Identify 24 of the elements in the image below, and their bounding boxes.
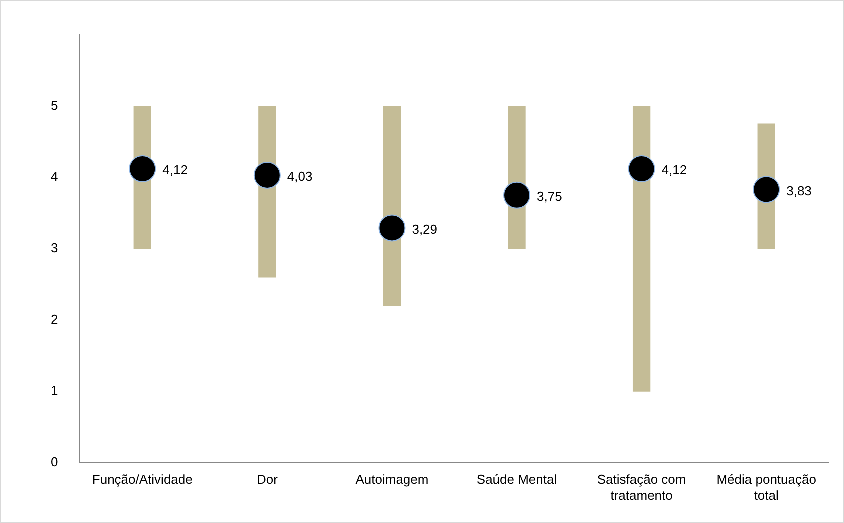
- x-tick-label: Satisfação com tratamento: [597, 472, 686, 503]
- x-tick-label: Função/Atividade: [92, 472, 193, 488]
- data-label: 4,12: [662, 162, 688, 178]
- data-label: 4,12: [162, 162, 188, 178]
- y-tick-label: 0: [50, 454, 58, 470]
- x-tick-label: Autoimagem: [356, 472, 429, 488]
- point: [378, 214, 406, 242]
- y-tick-label: 2: [50, 312, 58, 327]
- data-label: 3,29: [412, 222, 438, 237]
- point: [628, 156, 656, 183]
- point: [254, 162, 281, 189]
- data-label: 3,75: [537, 189, 562, 204]
- data-label: 4,03: [287, 169, 313, 184]
- x-tick-label: Saúde Mental: [476, 472, 558, 488]
- y-tick-label: 3: [50, 240, 58, 256]
- x-tick-label: Média pontuação total: [716, 472, 816, 503]
- x-tick-label: Dor: [256, 472, 279, 488]
- y-tick-label: 5: [50, 98, 58, 113]
- y-tick-label: 4: [50, 169, 58, 184]
- point: [504, 182, 531, 209]
- data-label: 3,83: [786, 183, 812, 198]
- y-tick-label: 1: [50, 383, 58, 398]
- point: [129, 156, 156, 183]
- point: [753, 176, 780, 204]
